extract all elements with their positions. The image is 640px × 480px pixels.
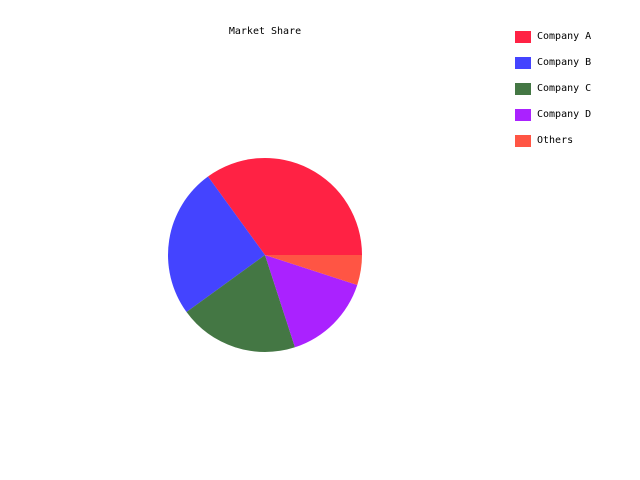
pie-slice-company-b [167, 176, 265, 313]
pie-slice-company-c [186, 255, 295, 352]
legend-swatch [515, 135, 531, 147]
legend-label: Company D [537, 109, 592, 120]
legend-label: Others [537, 135, 574, 146]
legend-label: Company B [537, 57, 592, 68]
pie-slice-company-a [207, 157, 362, 255]
legend-swatch [515, 109, 531, 121]
chart-title: Market Share [228, 26, 302, 37]
legend-label: Company A [537, 31, 592, 42]
legend-swatch [515, 83, 531, 95]
legend-label: Company C [537, 83, 592, 94]
legend-swatch [515, 31, 531, 43]
pie-slice-company-d [265, 255, 358, 348]
legend-swatch [515, 57, 531, 69]
pie-slice-others [265, 255, 362, 285]
